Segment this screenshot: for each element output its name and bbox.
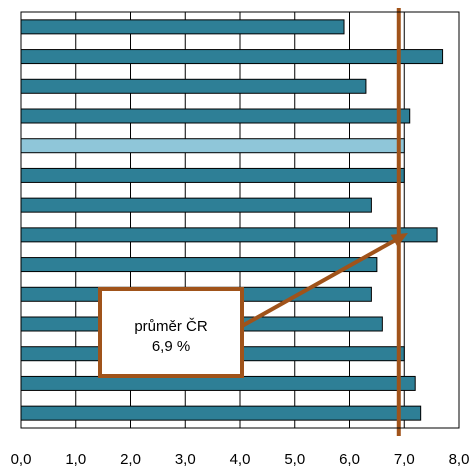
x-tick-label: 8,0 — [449, 451, 470, 468]
callout-arrowhead — [390, 233, 408, 247]
x-tick-label: 7,0 — [394, 451, 415, 468]
callout: průměr ČR 6,9 % — [98, 233, 408, 378]
bar — [20, 19, 345, 35]
x-tick-label: 4,0 — [230, 451, 251, 468]
bar — [20, 108, 411, 124]
bar-highlighted — [20, 138, 405, 154]
bar — [20, 375, 416, 391]
bar — [20, 257, 378, 273]
bar — [20, 49, 444, 65]
bar — [20, 167, 405, 183]
callout-value: 6,9 % — [152, 338, 190, 355]
plot-area — [20, 11, 460, 429]
x-tick-label: 1,0 — [65, 451, 86, 468]
bar-series — [20, 19, 444, 421]
bar — [20, 78, 367, 94]
x-axis: 0,0 1,0 2,0 3,0 4,0 5,0 6,0 7,0 8,0 — [11, 451, 470, 468]
x-tick-label: 6,0 — [339, 451, 360, 468]
x-tick-label: 3,0 — [175, 451, 196, 468]
callout-box — [98, 287, 244, 378]
callout-arrow — [241, 239, 396, 328]
x-tick-label: 0,0 — [11, 451, 32, 468]
bar — [20, 405, 422, 421]
x-tick-label: 2,0 — [120, 451, 141, 468]
bar — [20, 227, 438, 243]
bar — [20, 197, 372, 213]
callout-label: průměr ČR — [134, 318, 208, 335]
x-tick-label: 5,0 — [284, 451, 305, 468]
